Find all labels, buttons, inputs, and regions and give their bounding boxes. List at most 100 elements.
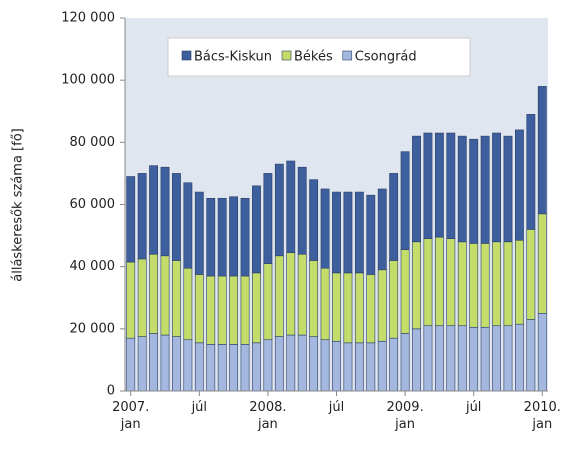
y-tick-label: 80 000 [70,135,116,150]
bar-segment [389,260,399,339]
bar-segment [126,337,136,392]
bar-segment [297,166,307,255]
bar-segment [332,191,341,274]
bar-segment [366,274,376,344]
bar-segment [263,339,273,392]
legend-swatch [181,50,192,61]
bar-segment [160,255,170,336]
bar-segment [354,272,364,344]
bar-segment [286,160,296,253]
bar-segment [457,325,467,392]
bar-segment [377,269,387,342]
bar-segment [149,165,158,255]
bar-segment [343,191,353,274]
bar-segment [183,267,193,341]
bar-segment [183,182,193,269]
bar-segment [149,333,158,392]
bar-segment [526,319,536,392]
x-tick-label: 2009. jan [386,400,424,432]
bar-segment [480,135,490,244]
bar-segment [240,275,250,345]
y-tick-label: 0 [107,384,115,399]
bar-segment [446,132,456,239]
bar-segment [229,275,239,345]
bar-segment [389,173,399,261]
bar-segment [515,239,524,325]
bar-segment [160,334,170,392]
bar-segment [172,260,181,337]
bar-segment [343,342,353,392]
bar-segment [286,334,296,392]
bar-segment [240,344,250,392]
bar-segment [400,249,410,334]
legend-swatch [281,50,292,61]
y-tick-label: 120 000 [61,11,115,26]
bar-segment [446,238,456,327]
bar-segment [389,337,399,392]
bar-segment [423,325,433,392]
bar-segment [480,326,490,392]
bar-segment [515,129,524,241]
y-tick-label: 100 000 [61,73,115,88]
bar-segment [412,241,421,330]
y-tick-label: 60 000 [70,197,116,212]
bar-segment [217,275,227,345]
bar-segment [434,132,444,238]
bar-segment [297,253,307,336]
bar-segment [537,86,547,215]
bar-segment [229,196,239,277]
bar-segment [206,344,216,392]
bar-segment [217,197,227,277]
bar-segment [492,325,501,392]
bar-segment [183,339,193,392]
bar-segment [503,135,513,243]
bar-segment [537,312,547,392]
bar-segment [412,328,421,392]
bar-segment [503,241,513,327]
x-tick-label: júl [465,400,482,415]
x-tick-label: 2010. jan [523,400,561,432]
y-axis-title: álláskeresők száma [fő] [11,128,26,281]
bar-segment [274,336,284,392]
bar-segment [423,238,433,327]
bar-segment [206,275,216,345]
bar-segment [400,151,410,250]
bar-segment [194,274,204,344]
legend-swatch [342,50,353,61]
bar-segment [366,342,376,392]
legend-label: Csongrád [355,50,417,65]
bar-segment [366,194,376,275]
bar-segment [457,135,467,243]
bar-segment [194,342,204,392]
bar-segment [320,267,330,341]
bar-segment [252,272,261,344]
legend-box [167,37,471,77]
bar-segment [297,334,307,392]
bar-segment [526,229,536,320]
bar-segment [377,188,387,271]
bar-segment [172,336,181,392]
bar-segment [434,236,444,327]
bar-segment [194,191,204,275]
bar-segment [354,342,364,392]
bar-segment [423,132,433,239]
bar-segment [274,255,284,337]
x-tick-label: 2007. jan [112,400,150,432]
legend-label: Bács-Kiskun [194,50,272,65]
bar-segment [412,135,421,243]
bar-segment [263,263,273,341]
bar-segment [137,336,147,392]
bar-segment [377,340,387,392]
bar-segment [206,197,216,277]
y-tick-label: 40 000 [70,259,116,274]
bar-segment [400,333,410,392]
bar-segment [469,326,479,392]
bar-segment [252,185,261,274]
bar-segment [320,339,330,392]
bar-segment [172,173,181,261]
bar-segment [354,191,364,274]
bar-segment [240,197,250,277]
bar-segment [537,213,547,314]
bar-segment [515,323,524,392]
